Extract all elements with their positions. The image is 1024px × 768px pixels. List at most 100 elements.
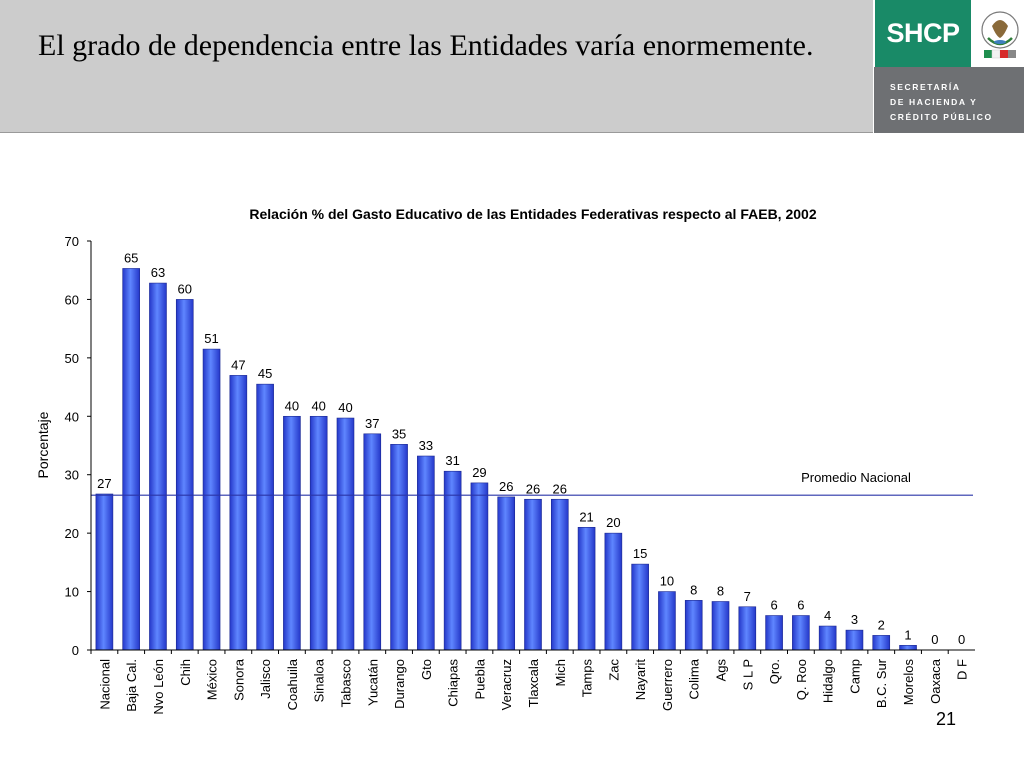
bar (122, 268, 140, 651)
x-tick-label: Durango (392, 659, 407, 709)
x-tick-label: Tamps (580, 659, 595, 698)
y-tick-label: 70 (65, 234, 79, 249)
data-label: 40 (285, 398, 299, 413)
bar (818, 625, 837, 651)
bar (684, 600, 703, 651)
data-label: 29 (472, 465, 486, 480)
bar (711, 601, 730, 651)
x-tick-label: Chiapas (446, 659, 461, 707)
x-tick-label: Morelos (901, 659, 916, 706)
y-tick-label: 0 (72, 643, 79, 658)
bar (765, 615, 783, 651)
x-tick-label: Nacional (97, 659, 112, 710)
data-label: 27 (97, 476, 111, 491)
x-tick-label: Guerrero (660, 659, 675, 711)
data-label: 40 (311, 398, 325, 413)
x-tick-label: Q. Roo (794, 659, 809, 700)
x-tick-label: Yucatán (365, 659, 380, 706)
shcp-wordmark: SHCP (875, 0, 971, 67)
bar (443, 470, 462, 651)
bar (497, 496, 516, 651)
data-label: 35 (392, 426, 406, 441)
x-tick-label: Coahuila (285, 658, 300, 710)
bar (175, 299, 194, 651)
data-label: 8 (717, 584, 724, 599)
bar (899, 645, 917, 651)
x-tick-label: Mich (553, 659, 568, 686)
bar (658, 591, 676, 651)
data-label: 26 (553, 481, 567, 496)
data-label: 20 (606, 515, 620, 530)
x-tick-label: Tabasco (338, 659, 353, 707)
bar (604, 532, 623, 651)
x-tick-label: S L P (740, 659, 755, 690)
bar (390, 444, 408, 651)
x-tick-label: Sinaloa (312, 658, 327, 702)
bar (872, 635, 891, 651)
x-tick-label: Veracruz (499, 659, 514, 710)
data-label: 21 (579, 509, 593, 524)
slide-title: El grado de dependencia entre las Entida… (38, 29, 814, 62)
x-tick-label: Hidalgo (821, 659, 836, 703)
bar (577, 526, 596, 651)
page-number: 21 (936, 709, 957, 729)
data-label: 63 (151, 265, 165, 280)
x-tick-label: Sonora (231, 658, 246, 701)
data-label: 10 (660, 574, 674, 589)
data-label: 47 (231, 357, 245, 372)
bar (792, 615, 810, 651)
logo-top-band: SHCP (874, 0, 1024, 67)
bar (283, 415, 301, 651)
average-line-label: Promedio Nacional (801, 470, 911, 485)
bar (363, 433, 382, 651)
y-tick-label: 60 (65, 292, 79, 307)
x-tick-label: Nvo León (151, 659, 166, 715)
data-label: 45 (258, 366, 272, 381)
bar (202, 348, 221, 651)
data-label: 40 (338, 400, 352, 415)
x-tick-label: Qro. (767, 659, 782, 684)
data-label: 7 (744, 589, 751, 604)
data-label: 3 (851, 612, 858, 627)
data-label: 60 (178, 281, 192, 296)
x-tick-label: Camp (847, 659, 862, 694)
y-tick-label: 40 (65, 409, 79, 424)
chart-title: Relación % del Gasto Educativo de las En… (249, 206, 816, 222)
data-label: 51 (204, 331, 218, 346)
data-label: 6 (797, 598, 804, 613)
x-tick-label: Nayarit (633, 659, 648, 701)
bar (417, 455, 435, 651)
data-label: 37 (365, 416, 379, 431)
logo-subtitle-line: DE HACIENDA Y (890, 97, 978, 107)
bar (336, 417, 355, 651)
data-label: 65 (124, 250, 138, 265)
bar (738, 606, 757, 651)
logo-subtitle-line: SECRETARÍA (890, 82, 961, 92)
y-tick-label: 10 (65, 585, 79, 600)
data-label: 31 (445, 453, 459, 468)
y-tick-label: 50 (65, 351, 79, 366)
bar (550, 498, 569, 651)
y-tick-label: 30 (65, 468, 79, 483)
x-tick-label: Chih (178, 659, 193, 686)
data-label: 15 (633, 546, 647, 561)
bar (229, 375, 248, 651)
logo-subtitle: SECRETARÍA DE HACIENDA Y CRÉDITO PÚBLICO (890, 80, 1020, 125)
y-axis-label: Porcentaje (35, 411, 51, 478)
x-tick-label: Ags (714, 659, 729, 682)
y-tick-label: 20 (65, 526, 79, 541)
bar (95, 493, 114, 651)
data-label: 1 (904, 627, 911, 642)
x-tick-label: Gto (419, 659, 434, 680)
x-tick-label: Oaxaca (928, 658, 943, 704)
x-tick-label: Tlaxcala (526, 658, 541, 707)
x-tick-label: Zac (606, 659, 621, 681)
data-label: 26 (526, 481, 540, 496)
x-tick-label: D F (955, 659, 970, 680)
bar (256, 383, 274, 651)
bar (309, 415, 328, 651)
data-label: 33 (419, 438, 433, 453)
x-tick-label: B.C. Sur (874, 658, 889, 708)
data-label: 2 (878, 617, 885, 632)
